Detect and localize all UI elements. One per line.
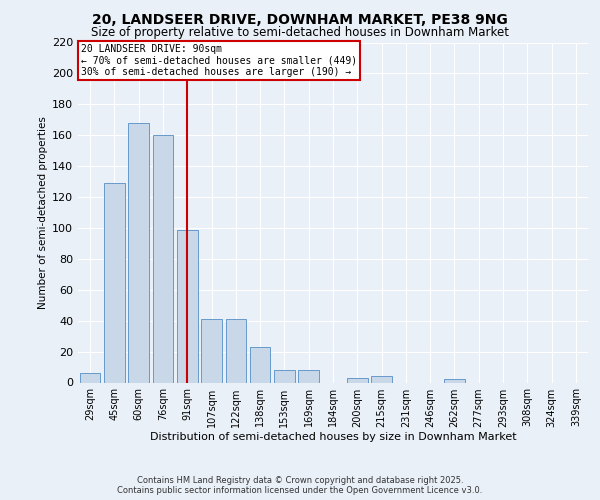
Text: 20 LANDSEER DRIVE: 90sqm
← 70% of semi-detached houses are smaller (449)
30% of : 20 LANDSEER DRIVE: 90sqm ← 70% of semi-d… [80,44,356,78]
Bar [152,135,173,382]
X-axis label: Distribution of semi-detached houses by size in Downham Market: Distribution of semi-detached houses by … [149,432,517,442]
Bar [371,376,392,382]
Bar [250,347,271,382]
Bar [298,370,319,382]
Bar [226,319,246,382]
Bar [177,230,197,382]
Text: Size of property relative to semi-detached houses in Downham Market: Size of property relative to semi-detach… [91,26,509,39]
Bar [201,319,222,382]
Bar [274,370,295,382]
Bar [104,183,125,382]
Bar [444,380,465,382]
Bar [80,373,100,382]
Bar [347,378,368,382]
Text: 20, LANDSEER DRIVE, DOWNHAM MARKET, PE38 9NG: 20, LANDSEER DRIVE, DOWNHAM MARKET, PE38… [92,12,508,26]
Y-axis label: Number of semi-detached properties: Number of semi-detached properties [38,116,48,309]
Text: Contains HM Land Registry data © Crown copyright and database right 2025.
Contai: Contains HM Land Registry data © Crown c… [118,476,482,495]
Bar [128,123,149,382]
